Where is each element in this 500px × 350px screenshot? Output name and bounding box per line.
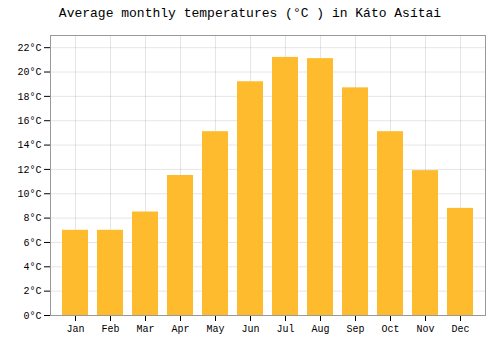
svg-text:Jan: Jan xyxy=(66,324,84,335)
svg-text:18°C: 18°C xyxy=(17,92,41,103)
svg-text:2°C: 2°C xyxy=(23,286,41,297)
svg-text:Apr: Apr xyxy=(171,324,189,335)
svg-text:4°C: 4°C xyxy=(23,262,41,273)
svg-text:Aug: Aug xyxy=(311,324,329,335)
svg-text:10°C: 10°C xyxy=(17,189,41,200)
svg-text:22°C: 22°C xyxy=(17,43,41,54)
svg-text:16°C: 16°C xyxy=(17,116,41,127)
svg-text:14°C: 14°C xyxy=(17,140,41,151)
svg-text:20°C: 20°C xyxy=(17,67,41,78)
svg-text:Feb: Feb xyxy=(101,324,119,335)
svg-text:Jul: Jul xyxy=(276,324,294,335)
svg-text:0°C: 0°C xyxy=(23,311,41,322)
svg-text:12°C: 12°C xyxy=(17,165,41,176)
svg-text:Mar: Mar xyxy=(136,324,154,335)
svg-text:May: May xyxy=(206,324,224,335)
svg-text:Sep: Sep xyxy=(346,324,364,335)
svg-text:Oct: Oct xyxy=(381,324,399,335)
svg-text:6°C: 6°C xyxy=(23,238,41,249)
svg-text:Dec: Dec xyxy=(451,324,469,335)
svg-text:Nov: Nov xyxy=(416,324,434,335)
svg-text:8°C: 8°C xyxy=(23,213,41,224)
svg-text:Jun: Jun xyxy=(241,324,259,335)
html-text:Average monthly temperatures (: Average monthly temperatures (°C ) in Ká… xyxy=(58,6,442,21)
